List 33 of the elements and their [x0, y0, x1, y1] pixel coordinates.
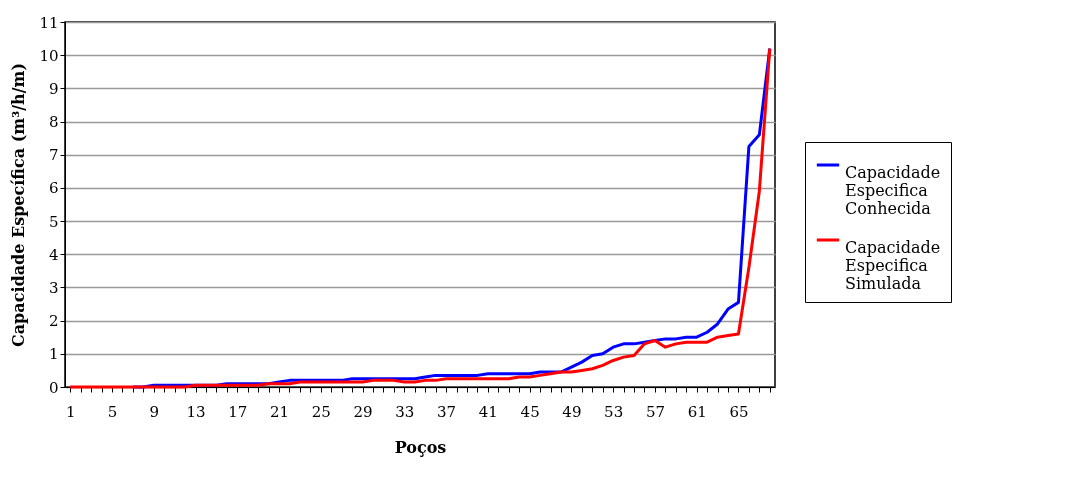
y-tick-label: 1: [48, 345, 59, 364]
x-tick-label: 1: [65, 402, 76, 421]
y-tick-label: 11: [39, 13, 59, 32]
x-tick-label: 5: [107, 402, 118, 421]
y-tick-label: 4: [48, 245, 59, 264]
x-tick-label: 65: [729, 402, 749, 421]
y-tick-label: 9: [48, 79, 59, 98]
y-tick-label: 10: [39, 46, 59, 65]
y-tick-label: 7: [48, 146, 59, 165]
x-tick-label: 17: [228, 402, 248, 421]
y-tick-label: 0: [48, 378, 59, 397]
x-tick-label: 29: [353, 402, 373, 421]
x-tick-label: 13: [186, 402, 206, 421]
x-tick-label: 41: [478, 402, 498, 421]
x-tick-label: 9: [149, 402, 160, 421]
x-axis-title: Poços: [394, 437, 447, 457]
x-tick-label: 45: [520, 402, 540, 421]
x-tick-label: 61: [687, 402, 707, 421]
y-tick-label: 2: [48, 312, 59, 331]
legend-label: Capacidade Especifica Simulada: [845, 238, 941, 293]
x-tick-label: 57: [645, 402, 665, 421]
x-tick-label: 21: [270, 402, 290, 421]
x-tick-label: 37: [437, 402, 457, 421]
x-tick-label: 53: [604, 402, 624, 421]
x-tick-label: 49: [562, 402, 582, 421]
y-tick-label: 5: [48, 212, 59, 231]
x-tick-label: 33: [395, 402, 415, 421]
legend-label: Capacidade Especifica Conhecida: [845, 163, 941, 218]
y-tick-label: 8: [48, 113, 59, 132]
y-axis-title: Capacidade Específica (m³/h/m): [9, 63, 29, 347]
y-tick-label: 6: [48, 179, 59, 198]
y-tick-label: 3: [48, 278, 59, 297]
x-tick-label: 25: [311, 402, 331, 421]
